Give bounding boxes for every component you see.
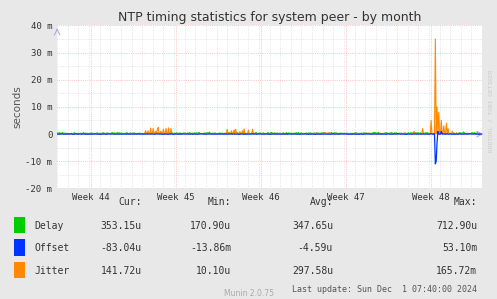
Text: 10.10u: 10.10u: [196, 266, 231, 276]
Text: Avg:: Avg:: [310, 197, 333, 207]
Text: 297.58u: 297.58u: [292, 266, 333, 276]
Text: 53.10m: 53.10m: [442, 243, 477, 253]
Text: Jitter: Jitter: [35, 266, 70, 276]
Text: Delay: Delay: [35, 221, 64, 231]
Title: NTP timing statistics for system peer - by month: NTP timing statistics for system peer - …: [118, 11, 421, 24]
Text: Last update: Sun Dec  1 07:40:00 2024: Last update: Sun Dec 1 07:40:00 2024: [292, 286, 477, 295]
Y-axis label: seconds: seconds: [12, 86, 23, 128]
Text: 347.65u: 347.65u: [292, 221, 333, 231]
Text: Offset: Offset: [35, 243, 70, 253]
Text: -83.04u: -83.04u: [100, 243, 142, 253]
Text: Max:: Max:: [454, 197, 477, 207]
Text: 712.90u: 712.90u: [436, 221, 477, 231]
Text: Cur:: Cur:: [118, 197, 142, 207]
Text: Munin 2.0.75: Munin 2.0.75: [224, 289, 273, 298]
Text: 165.72m: 165.72m: [436, 266, 477, 276]
Text: 353.15u: 353.15u: [100, 221, 142, 231]
Text: -13.86m: -13.86m: [190, 243, 231, 253]
Text: 141.72u: 141.72u: [100, 266, 142, 276]
Text: RRDTOOL / TOBI OETIKER: RRDTOOL / TOBI OETIKER: [488, 69, 493, 152]
Text: -4.59u: -4.59u: [298, 243, 333, 253]
Text: Min:: Min:: [208, 197, 231, 207]
Text: 170.90u: 170.90u: [190, 221, 231, 231]
